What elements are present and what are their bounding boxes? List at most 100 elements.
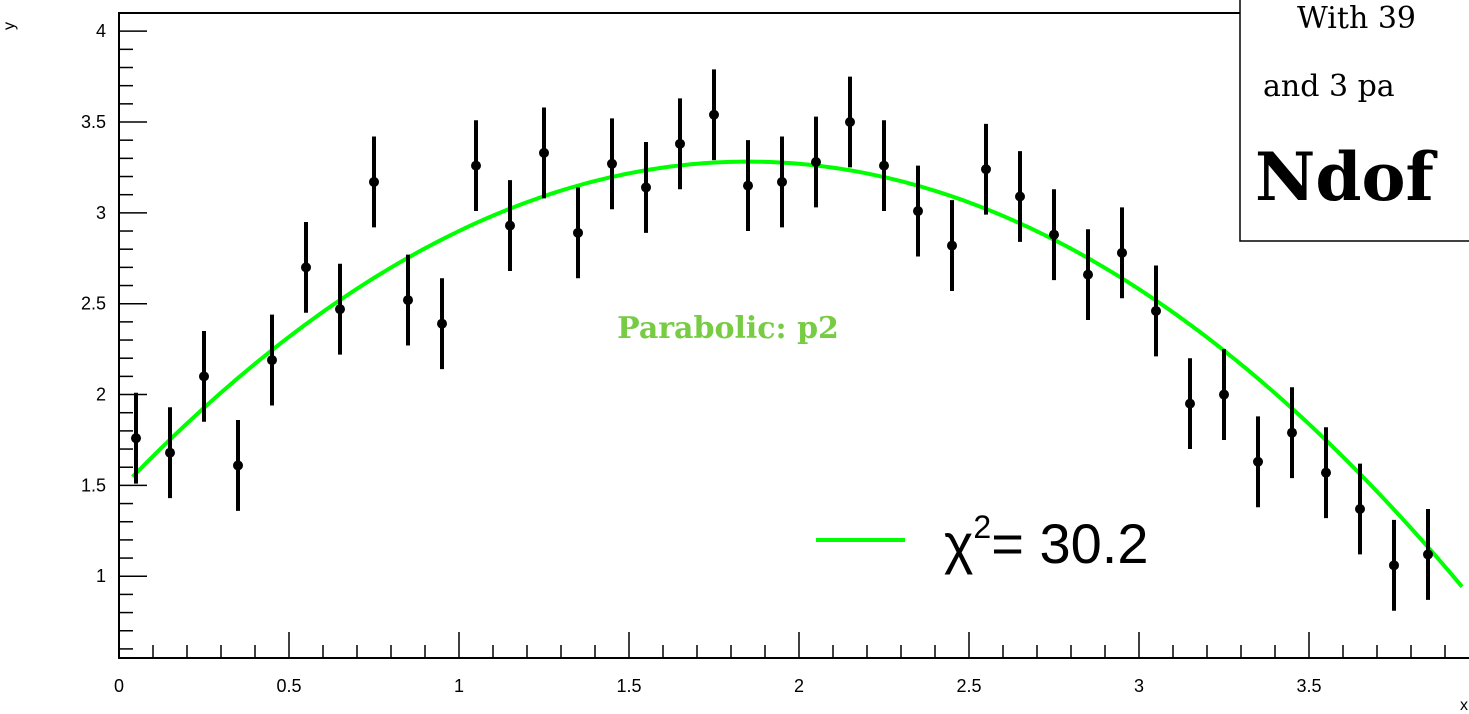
point-marker — [471, 160, 481, 171]
data-point — [879, 120, 889, 212]
x-tick-label: 3 — [1134, 676, 1144, 696]
data-point — [1253, 416, 1263, 508]
point-marker — [981, 164, 991, 175]
point-marker — [777, 176, 787, 187]
y-tick-label: 3.5 — [81, 112, 106, 132]
data-point — [369, 136, 379, 228]
data-point — [1151, 265, 1161, 357]
point-marker — [131, 433, 141, 444]
point-marker — [913, 206, 923, 217]
data-point — [981, 123, 991, 215]
point-marker — [607, 158, 617, 169]
point-marker — [233, 460, 243, 471]
legend-chi-symbol: χ — [944, 512, 973, 575]
point-marker — [845, 117, 855, 128]
y-axis: 1 1.5 2 2.5 3 3.5 4 — [81, 21, 147, 650]
data-point — [131, 392, 141, 484]
info-box-line-1: With 39 — [1297, 1, 1416, 36]
x-axis: 00.511.522.533.54 — [114, 632, 1446, 696]
data-point — [267, 314, 277, 406]
legend: χ2= 30.2 — [816, 509, 1148, 575]
point-marker — [1049, 229, 1059, 240]
data-point — [1219, 349, 1229, 440]
point-marker — [1423, 549, 1433, 560]
data-point — [199, 330, 209, 422]
data-point — [573, 187, 583, 279]
data-point — [403, 254, 413, 346]
point-marker — [1151, 305, 1161, 316]
data-point — [709, 69, 719, 161]
info-box: With 39 and 3 pa Ndof — [1239, 0, 1469, 242]
point-marker — [743, 180, 753, 191]
point-marker — [369, 176, 379, 187]
data-point — [335, 263, 345, 355]
point-marker — [165, 447, 175, 458]
x-tick-label: 0.5 — [276, 676, 301, 696]
fit-curve — [131, 159, 1464, 588]
y-tick-label: 2 — [96, 385, 106, 405]
data-point — [233, 419, 243, 511]
legend-entry: χ2= 30.2 — [944, 509, 1148, 575]
data-point — [1321, 427, 1331, 519]
data-point — [777, 136, 787, 228]
point-marker — [879, 160, 889, 171]
point-marker — [301, 262, 311, 273]
point-marker — [573, 227, 583, 238]
data-point — [505, 180, 515, 271]
point-marker — [675, 138, 685, 149]
point-marker — [947, 240, 957, 251]
y-tick-label: 4 — [96, 21, 106, 41]
data-point — [1423, 509, 1433, 600]
x-axis-title: x — [1460, 697, 1468, 714]
data-point — [165, 407, 175, 499]
x-tick-label: 3.5 — [1296, 676, 1321, 696]
data-point — [1083, 229, 1093, 321]
x-tick-label: 2 — [794, 676, 804, 696]
data-point — [1117, 207, 1127, 299]
data-point — [947, 200, 957, 291]
data-point — [539, 107, 549, 199]
legend-chi-value: = 30.2 — [991, 512, 1148, 575]
point-marker — [505, 220, 515, 231]
data-point — [743, 140, 753, 232]
data-point — [1355, 463, 1365, 555]
point-marker — [539, 147, 549, 158]
data-points — [131, 69, 1433, 611]
point-marker — [1389, 560, 1399, 571]
point-marker — [403, 295, 413, 306]
data-point — [1389, 519, 1399, 611]
y-tick-label: 1 — [96, 566, 106, 586]
point-marker — [1219, 389, 1229, 400]
data-point — [1015, 151, 1025, 242]
data-point — [437, 278, 447, 370]
y-tick-label: 1.5 — [81, 475, 106, 495]
y-tick-label: 3 — [96, 203, 106, 223]
point-marker — [1117, 247, 1127, 258]
point-marker — [1287, 427, 1297, 438]
data-point — [675, 98, 685, 190]
data-point — [1049, 189, 1059, 281]
point-marker — [1185, 398, 1195, 409]
point-marker — [437, 318, 447, 329]
point-marker — [1015, 191, 1025, 202]
x-tick-label: 2.5 — [956, 676, 981, 696]
x-tick-label: 1.5 — [616, 676, 641, 696]
data-point — [471, 120, 481, 212]
info-box-frame — [1239, 0, 1469, 242]
data-point — [607, 118, 617, 210]
point-marker — [267, 355, 277, 366]
fit-label: Parabolic: p2 — [617, 311, 839, 346]
x-tick-label: 1 — [454, 676, 464, 696]
point-marker — [641, 182, 651, 193]
data-point — [913, 165, 923, 257]
point-marker — [811, 156, 821, 167]
point-marker — [199, 371, 209, 382]
y-axis-title: y — [1, 22, 18, 30]
data-point — [641, 142, 651, 233]
info-box-line-2: and 3 pa — [1263, 69, 1395, 104]
data-point — [845, 76, 855, 168]
point-marker — [709, 109, 719, 120]
data-point — [1185, 358, 1195, 450]
data-point — [1287, 387, 1297, 479]
